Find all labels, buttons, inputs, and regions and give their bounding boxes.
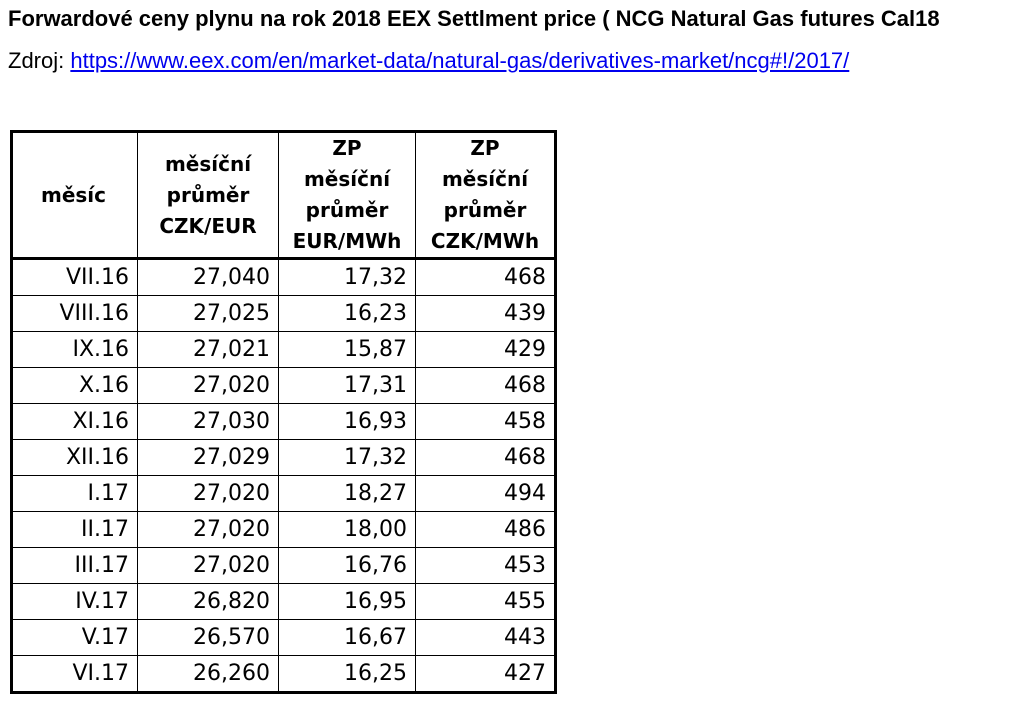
czk-price-cell: 486 xyxy=(415,511,556,548)
column-header-line: průměr xyxy=(166,182,250,207)
month-cell: VI.17 xyxy=(11,655,138,693)
rate-cell: 27,020 xyxy=(137,547,279,584)
table-row: V.17 26,570 16,67 443 xyxy=(11,619,556,656)
column-header-month: měsíc xyxy=(11,131,138,260)
czk-price-cell: 468 xyxy=(415,258,556,296)
eur-price-cell: 18,27 xyxy=(278,475,416,512)
page-title: Forwardové ceny plynu na rok 2018 EEX Se… xyxy=(8,6,940,31)
column-header-line: průměr xyxy=(305,198,389,222)
czk-price-cell: 468 xyxy=(415,439,556,476)
column-header-line: CZK/MWh xyxy=(430,229,540,253)
czk-price-cell: 439 xyxy=(415,295,556,332)
rate-cell: 26,570 xyxy=(137,619,279,656)
eur-price-cell: 16,25 xyxy=(278,655,416,693)
month-cell: III.17 xyxy=(11,547,138,584)
czk-price-cell: 453 xyxy=(415,547,556,584)
czk-price-cell: 455 xyxy=(415,583,556,620)
rate-cell: 26,260 xyxy=(137,655,279,693)
table-row: III.17 27,020 16,76 453 xyxy=(11,547,556,584)
rate-cell: 27,020 xyxy=(137,475,279,512)
column-header-line: průměr xyxy=(443,198,527,222)
month-cell: V.17 xyxy=(11,619,138,656)
rate-cell: 27,020 xyxy=(137,367,279,404)
column-header-line: ZP měsíční xyxy=(441,136,529,191)
eur-price-cell: 16,67 xyxy=(278,619,416,656)
czk-price-cell: 494 xyxy=(415,475,556,512)
table-row: VII.16 27,040 17,32 468 xyxy=(11,258,556,296)
eur-price-cell: 16,76 xyxy=(278,547,416,584)
month-cell: II.17 xyxy=(11,511,138,548)
month-cell: I.17 xyxy=(11,475,138,512)
rate-cell: 27,040 xyxy=(137,258,279,296)
table-row: XII.16 27,029 17,32 468 xyxy=(11,439,556,476)
czk-price-cell: 458 xyxy=(415,403,556,440)
table-header-row: měsíc měsíční průměr CZK/EUR ZP měsíční … xyxy=(11,131,556,260)
month-cell: IV.17 xyxy=(11,583,138,620)
czk-price-cell: 468 xyxy=(415,367,556,404)
month-cell: VIII.16 xyxy=(11,295,138,332)
table-row: VIII.16 27,025 16,23 439 xyxy=(11,295,556,332)
rate-cell: 27,021 xyxy=(137,331,279,368)
eur-price-cell: 15,87 xyxy=(278,331,416,368)
czk-price-cell: 443 xyxy=(415,619,556,656)
month-cell: XI.16 xyxy=(11,403,138,440)
source-label: Zdroj: xyxy=(8,48,71,73)
month-cell: X.16 xyxy=(11,367,138,404)
month-cell: VII.16 xyxy=(11,258,138,296)
source-line: Zdroj: https://www.eex.com/en/market-dat… xyxy=(8,48,849,74)
rate-cell: 27,030 xyxy=(137,403,279,440)
column-header-line: EUR/MWh xyxy=(292,229,402,253)
table-row: IV.17 26,820 16,95 455 xyxy=(11,583,556,620)
column-header-czk-price: ZP měsíční průměr CZK/MWh xyxy=(415,131,556,260)
column-header-line: měsíční xyxy=(164,151,252,176)
eur-price-cell: 16,93 xyxy=(278,403,416,440)
table-body: VII.16 27,040 17,32 468 VIII.16 27,025 16,23 43… xyxy=(11,258,556,693)
rate-cell: 27,020 xyxy=(137,511,279,548)
table-row: XI.16 27,030 16,93 458 xyxy=(11,403,556,440)
month-cell: IX.16 xyxy=(11,331,138,368)
source-link[interactable]: https://www.eex.com/en/market-data/natur… xyxy=(70,48,850,73)
eur-price-cell: 17,31 xyxy=(278,367,416,404)
column-header-rate: měsíční průměr CZK/EUR xyxy=(137,131,279,260)
eur-price-cell: 17,32 xyxy=(278,258,416,296)
table-row: I.17 27,020 18,27 494 xyxy=(11,475,556,512)
table-row: VI.17 26,260 16,25 427 xyxy=(11,655,556,693)
table-row: IX.16 27,021 15,87 429 xyxy=(11,331,556,368)
month-cell: XII.16 xyxy=(11,439,138,476)
rate-cell: 27,029 xyxy=(137,439,279,476)
eur-price-cell: 17,32 xyxy=(278,439,416,476)
czk-price-cell: 427 xyxy=(415,655,556,693)
rate-cell: 27,025 xyxy=(137,295,279,332)
eur-price-cell: 16,95 xyxy=(278,583,416,620)
table-row: II.17 27,020 18,00 486 xyxy=(11,511,556,548)
czk-price-cell: 429 xyxy=(415,331,556,368)
column-header-eur-price: ZP měsíční průměr EUR/MWh xyxy=(278,131,416,260)
eur-price-cell: 18,00 xyxy=(278,511,416,548)
table-row: X.16 27,020 17,31 468 xyxy=(11,367,556,404)
column-header-line: CZK/EUR xyxy=(159,213,257,238)
price-table: měsíc měsíční průměr CZK/EUR ZP měsíční … xyxy=(10,130,557,694)
eur-price-cell: 16,23 xyxy=(278,295,416,332)
column-header-line: měsíc xyxy=(41,182,107,207)
rate-cell: 26,820 xyxy=(137,583,279,620)
column-header-line: ZP měsíční xyxy=(303,136,391,191)
